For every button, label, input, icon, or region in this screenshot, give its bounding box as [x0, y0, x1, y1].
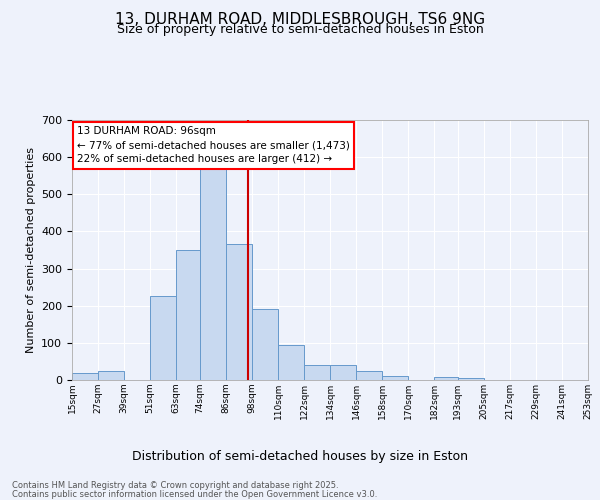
- Y-axis label: Number of semi-detached properties: Number of semi-detached properties: [26, 147, 35, 353]
- Bar: [330, 365, 356, 380]
- Bar: [304, 365, 330, 380]
- Text: Size of property relative to semi-detached houses in Eston: Size of property relative to semi-detach…: [116, 22, 484, 36]
- Bar: [382, 376, 408, 380]
- Bar: [278, 344, 304, 380]
- Bar: [434, 377, 458, 380]
- Bar: [226, 244, 252, 380]
- Bar: [356, 370, 382, 380]
- Text: 13 DURHAM ROAD: 96sqm
← 77% of semi-detached houses are smaller (1,473)
22% of s: 13 DURHAM ROAD: 96sqm ← 77% of semi-deta…: [77, 126, 350, 164]
- Bar: [252, 310, 278, 380]
- Bar: [176, 250, 200, 380]
- Text: Contains HM Land Registry data © Crown copyright and database right 2025.: Contains HM Land Registry data © Crown c…: [12, 481, 338, 490]
- Bar: [72, 374, 98, 380]
- Text: Distribution of semi-detached houses by size in Eston: Distribution of semi-detached houses by …: [132, 450, 468, 463]
- Text: 13, DURHAM ROAD, MIDDLESBROUGH, TS6 9NG: 13, DURHAM ROAD, MIDDLESBROUGH, TS6 9NG: [115, 12, 485, 28]
- Text: Contains public sector information licensed under the Open Government Licence v3: Contains public sector information licen…: [12, 490, 377, 499]
- Bar: [200, 161, 226, 380]
- Bar: [98, 370, 124, 380]
- Bar: [150, 296, 176, 380]
- Bar: [458, 378, 484, 380]
